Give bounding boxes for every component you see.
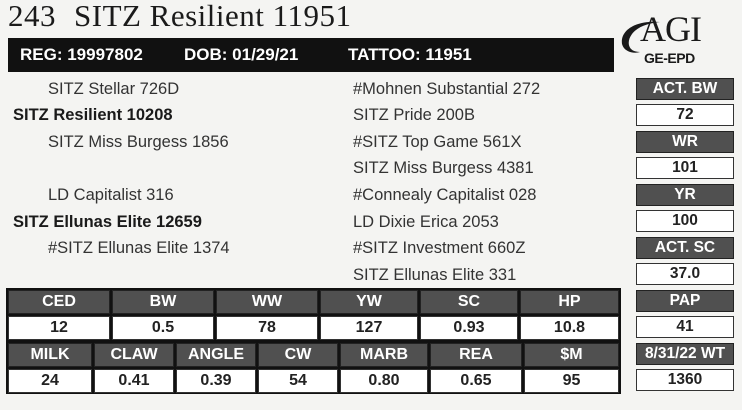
pedigree-ds-sire: #Connealy Capitalist 028: [353, 186, 537, 204]
pedigree-sire: SITZ Resilient 10208: [13, 106, 173, 124]
epd-label-ww: WW: [216, 290, 318, 314]
epd-value-milk: 24: [8, 369, 92, 393]
dob: DOB: 01/29/21: [184, 45, 299, 64]
pedigree-dam: SITZ Ellunas Elite 12659: [13, 213, 202, 231]
epd-value-angle: 0.39: [176, 369, 256, 393]
side-label-act-bw: ACT. BW: [636, 78, 734, 100]
pedigree-ss-dam: SITZ Pride 200B: [353, 106, 475, 124]
pedigree-dam-sire: LD Capitalist 316: [48, 186, 174, 204]
registration-bar: REG: 19997802 DOB: 01/29/21 TATTOO: 1195…: [8, 38, 614, 72]
epd-value-yw: 127: [320, 316, 418, 340]
reg-number: REG: 19997802: [20, 45, 143, 64]
logo-ge-epd-text: GE-EPD: [644, 50, 695, 66]
epd-label-claw: CLAW: [94, 343, 174, 367]
agi-logo: AGI GE-EPD: [618, 9, 740, 72]
epd-label-marb: MARB: [340, 343, 428, 367]
side-value-wr: 101: [636, 157, 734, 179]
pedigree-sd-sire: #SITZ Top Game 561X: [353, 133, 522, 151]
epd-value-rea: 0.65: [430, 369, 522, 393]
epd-value-dollar-m: 95: [524, 369, 619, 393]
pedigree-sire-sire: SITZ Stellar 726D: [48, 80, 180, 98]
side-label-pap: PAP: [636, 290, 734, 312]
pedigree-sire-dam: SITZ Miss Burgess 1856: [48, 133, 229, 151]
side-value-yr: 100: [636, 210, 734, 232]
epd-label-ced: CED: [8, 290, 110, 314]
epd-value-sc: 0.93: [420, 316, 518, 340]
epd-label-sc: SC: [420, 290, 518, 314]
epd-label-dollar-m: $M: [524, 343, 619, 367]
epd-label-bw: BW: [112, 290, 214, 314]
pedigree-dam-dam: #SITZ Ellunas Elite 1374: [48, 239, 230, 257]
pedigree-dd-sire: #SITZ Investment 660Z: [353, 239, 526, 257]
side-label-act-sc: ACT. SC: [636, 237, 734, 259]
epd-label-yw: YW: [320, 290, 418, 314]
pedigree-ds-dam: LD Dixie Erica 2053: [353, 213, 499, 231]
animal-name: SITZ Resilient 11951: [74, 0, 352, 33]
epd-label-milk: MILK: [8, 343, 92, 367]
epd-value-bw: 0.5: [112, 316, 214, 340]
epd-label-rea: REA: [430, 343, 522, 367]
side-value-act-sc: 37.0: [636, 263, 734, 285]
pedigree-dd-dam: SITZ Ellunas Elite 331: [353, 266, 517, 284]
epd-value-ww: 78: [216, 316, 318, 340]
side-value-weight: 1360: [636, 369, 734, 391]
epd-label-angle: ANGLE: [176, 343, 256, 367]
side-value-act-bw: 72: [636, 104, 734, 126]
epd-label-cw: CW: [258, 343, 338, 367]
lot-number: 243: [8, 0, 56, 33]
epd-label-hp: HP: [520, 290, 619, 314]
pedigree-sd-dam: SITZ Miss Burgess 4381: [353, 159, 534, 177]
side-value-pap: 41: [636, 316, 734, 338]
lot-title: 243 SITZ Resilient 11951: [8, 0, 352, 34]
epd-value-ced: 12: [8, 316, 110, 340]
epd-value-cw: 54: [258, 369, 338, 393]
logo-agi-text: AGI: [640, 9, 702, 49]
epd-value-marb: 0.80: [340, 369, 428, 393]
tattoo: TATTOO: 11951: [348, 45, 472, 64]
side-label-yr: YR: [636, 184, 734, 206]
side-label-weight: 8/31/22 WT: [636, 343, 734, 365]
side-label-wr: WR: [636, 131, 734, 153]
epd-value-claw: 0.41: [94, 369, 174, 393]
pedigree-ss-sire: #Mohnen Substantial 272: [353, 80, 541, 98]
swoosh-icon: [621, 21, 660, 53]
epd-value-hp: 10.8: [520, 316, 619, 340]
